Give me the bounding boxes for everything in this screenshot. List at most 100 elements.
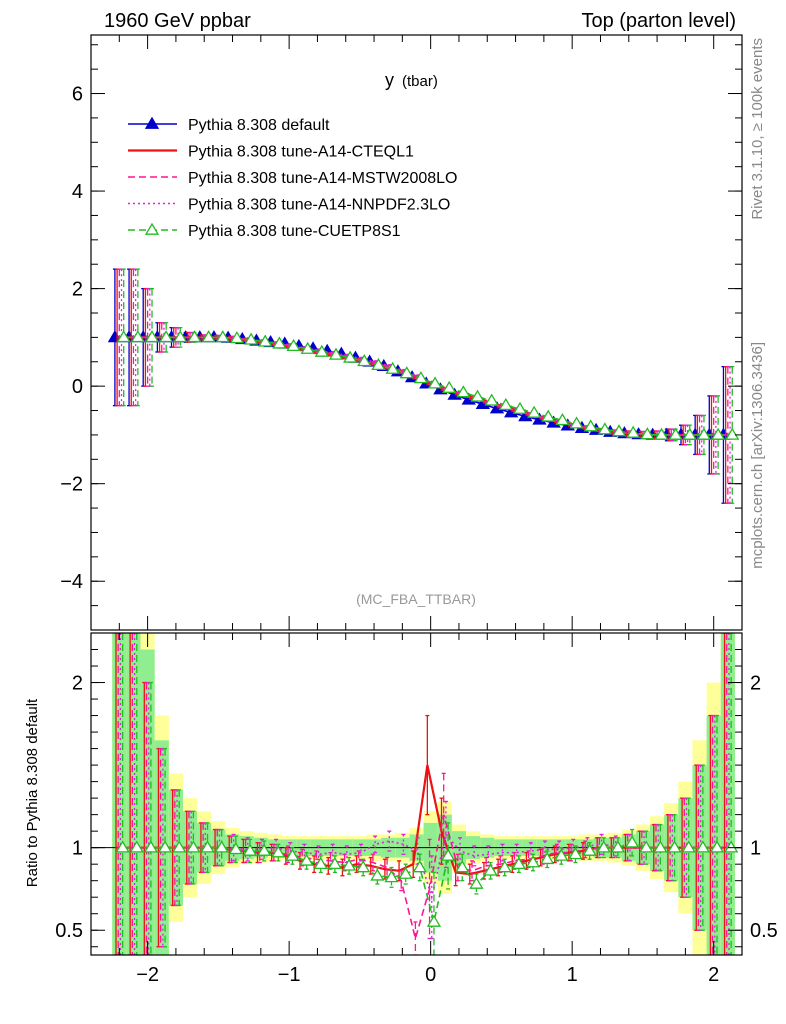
data-point: [229, 331, 245, 344]
band-inner: [126, 633, 141, 955]
data-point: [709, 840, 725, 853]
data-point: [157, 840, 173, 853]
data-point: [285, 848, 300, 861]
y-tick-label-right: 0.5: [750, 920, 778, 942]
series-0: [107, 268, 731, 504]
y-tick-label: 0.5: [55, 920, 83, 942]
data-point: [172, 840, 187, 853]
legend-item-0: Pythia 8.308 default: [128, 116, 330, 134]
data-point: [271, 845, 286, 858]
data-point: [640, 427, 655, 440]
data-point: [427, 376, 443, 389]
series-0: [114, 633, 727, 955]
data-point: [200, 840, 215, 853]
data-point: [413, 371, 429, 384]
data-point: [143, 840, 159, 853]
y-tick-label: −4: [60, 571, 83, 593]
y-tick-label: 6: [72, 84, 83, 106]
data-point: [370, 868, 385, 881]
y-tick-label-right: 1: [750, 838, 761, 860]
data-point: [724, 840, 739, 853]
data-point: [356, 860, 371, 873]
data-point: [667, 840, 682, 853]
data-point: [242, 843, 258, 856]
data-point: [186, 840, 201, 853]
main-panel: 6 4 2 0 −2 −4: [60, 34, 743, 631]
data-point: [343, 350, 358, 363]
series-line: [114, 336, 724, 436]
header-left: 1960 GeV ppbar: [104, 10, 251, 32]
data-point: [654, 427, 669, 440]
data-point: [442, 380, 457, 393]
data-point: [256, 843, 272, 856]
data-point: [299, 853, 314, 866]
data-point: [611, 424, 627, 437]
data-point: [144, 330, 160, 343]
data-point: [328, 347, 344, 360]
legend-label: Pythia 8.308 default: [188, 117, 330, 134]
data-point: [597, 422, 613, 435]
plot-area: [107, 268, 740, 504]
data-point: [497, 860, 512, 873]
header-right: Top (parton level): [581, 10, 736, 32]
data-point: [371, 357, 386, 371]
data-point: [511, 856, 527, 870]
legend-item-4: Pythia 8.308 tune-CUETP8S1: [128, 222, 401, 240]
y-tick-label: −2: [60, 474, 83, 496]
data-point: [455, 860, 470, 873]
band-inner: [720, 633, 735, 955]
legend-item-2: Pythia 8.308 tune-A14-MSTW2008LO: [128, 170, 457, 187]
plot-area: [91, 633, 742, 955]
data-point: [398, 866, 413, 879]
data-point: [469, 876, 484, 889]
data-point: [357, 353, 372, 367]
data-point: [130, 330, 145, 343]
data-point: [258, 334, 273, 347]
data-point: [201, 330, 216, 343]
x-tick-label: 2: [708, 964, 719, 986]
data-point: [385, 361, 400, 374]
data-point: [526, 405, 542, 418]
x-tick-label: −1: [278, 964, 301, 986]
legend-item-1: Pythia 8.308 tune-A14-CTEQL1: [128, 144, 414, 161]
frame: [90, 632, 743, 956]
y-tick-label-right: 2: [750, 673, 761, 695]
data-point: [384, 870, 399, 883]
rivet-label: Rivet 3.1.10, ≥ 100k events: [749, 38, 766, 220]
legend-item-3: Pythia 8.308 tune-A14-NNPDF2.3LO: [128, 197, 450, 214]
ratio-panel: 2 2 1 1 0.5 0.5 −2 −1 0 1 2: [55, 632, 778, 986]
x-tick-label: 0: [425, 964, 436, 986]
x-ticks: [90, 35, 743, 630]
y-tick-label: 2: [72, 673, 83, 695]
legend-label: Pythia 8.308 tune-CUETP8S1: [188, 223, 401, 240]
y-tick-label: 1: [72, 838, 83, 860]
data-point: [300, 341, 315, 354]
data-point: [555, 413, 570, 426]
main-title-sub: (tbar): [402, 73, 438, 90]
legend-label: Pythia 8.308 tune-A14-NNPDF2.3LO: [188, 197, 450, 214]
data-point: [440, 848, 456, 861]
data-point: [314, 344, 329, 357]
data-point: [639, 840, 654, 853]
data-point: [173, 330, 188, 343]
data-point: [682, 427, 697, 440]
series-2: [118, 633, 731, 955]
legend: Pythia 8.308 default Pythia 8.308 tune-A1…: [128, 116, 457, 240]
data-point: [272, 336, 287, 349]
data-point: [582, 843, 597, 856]
data-point: [484, 393, 499, 406]
legend-label: Pythia 8.308 tune-A14-MSTW2008LO: [188, 170, 457, 187]
data-point: [115, 840, 130, 853]
data-point: [624, 835, 640, 848]
y-tick-label: 4: [72, 181, 83, 203]
data-point: [187, 330, 202, 343]
data-point: [541, 409, 556, 422]
data-point: [610, 840, 626, 853]
data-point: [327, 856, 343, 870]
data-point: [426, 914, 442, 927]
data-point: [243, 332, 259, 345]
y-tick-label: 2: [72, 279, 83, 301]
frame: [90, 34, 743, 631]
data-point: [668, 427, 683, 440]
